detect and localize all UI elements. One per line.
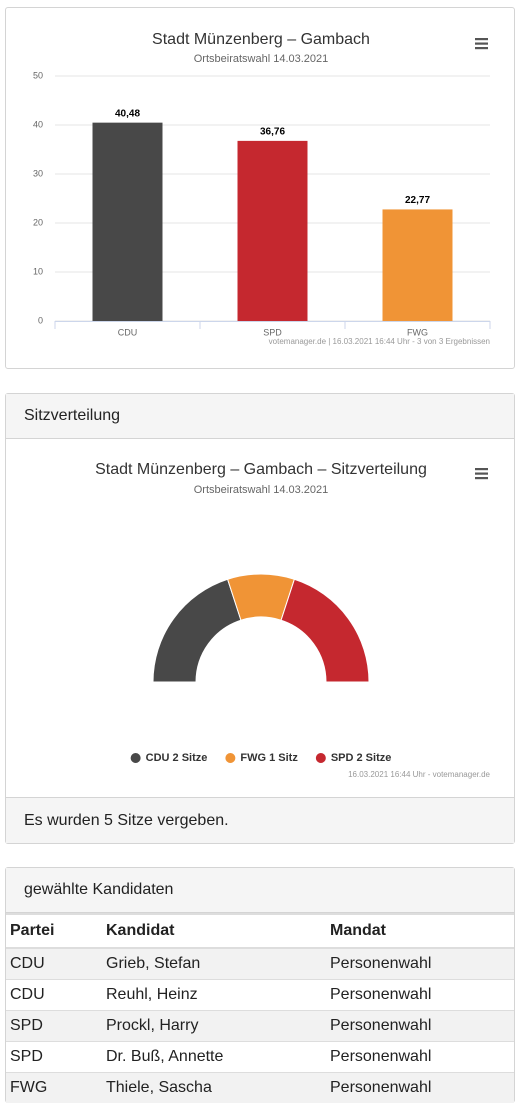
table-cell: Personenwahl [326, 1072, 514, 1103]
table-cell: Personenwahl [326, 979, 514, 1011]
bar [237, 140, 308, 321]
legend-symbol [225, 753, 236, 763]
table-cell: Grieb, Stefan [102, 947, 326, 980]
table-cell: Personenwahl [326, 1041, 514, 1073]
pie-slice [152, 578, 242, 683]
legend-label: SPD 2 Sitze [331, 752, 392, 764]
y-tick-label: 20 [33, 217, 43, 227]
y-tick-label: 0 [38, 315, 43, 325]
table-cell: Personenwahl [326, 1010, 514, 1042]
chart-title: Stadt Münzenberg – Gambach [152, 31, 370, 48]
bar [382, 209, 453, 321]
table-cell: Thiele, Sascha [102, 1072, 326, 1103]
y-tick-label: 50 [33, 70, 43, 80]
chart-subtitle: Ortsbeiratswahl 14.03.2021 [194, 484, 329, 496]
panel-heading: Sitzverteilung [6, 394, 514, 439]
bar [92, 122, 163, 321]
column-header: Kandidat [102, 913, 326, 949]
menu-button[interactable] [475, 38, 488, 50]
legend-label: CDU 2 Sitze [146, 752, 208, 764]
panel-footer: Es wurden 5 Sitze vergeben. [6, 797, 514, 843]
table-cell: CDU [6, 947, 102, 980]
data-label: 22,77 [405, 195, 430, 206]
data-label: 36,76 [260, 127, 285, 138]
table-row: CDU Reuhl, Heinz Personenwahl [6, 979, 514, 1011]
table-row: FWG Thiele, Sascha Personenwahl [6, 1072, 514, 1103]
seat-panel: Sitzverteilung Es wurden 5 Sitze vergebe… [5, 393, 515, 844]
pie-slice [280, 578, 370, 683]
credits: votemanager.de | 16.03.2021 16:44 Uhr - … [269, 337, 490, 346]
x-tick-label: FWG [407, 327, 428, 337]
x-tick-label: SPD [263, 327, 282, 337]
table-cell: Personenwahl [326, 947, 514, 980]
panel-heading: gewählte Kandidaten [6, 868, 514, 913]
table-cell: Dr. Buß, Annette [102, 1041, 326, 1073]
table-cell: Prockl, Harry [102, 1010, 326, 1042]
y-tick-label: 40 [33, 119, 43, 129]
chart-title: Stadt Münzenberg – Gambach – Sitzverteil… [95, 461, 427, 478]
legend-symbol [315, 753, 326, 763]
table-cell: Reuhl, Heinz [102, 979, 326, 1011]
table-cell: FWG [6, 1072, 102, 1103]
table-row: SPD Prockl, Harry Personenwahl [6, 1010, 514, 1042]
column-header: Partei [6, 913, 102, 949]
x-tick-label: CDU [118, 327, 138, 337]
candidates-panel: gewählte Kandidaten Partei Kandidat Mandat… [5, 867, 515, 1103]
menu-button[interactable] [475, 468, 488, 480]
chart-subtitle: Ortsbeiratswahl 14.03.2021 [194, 53, 329, 65]
credits: 16.03.2021 16:44 Uhr - votemanager.de [348, 770, 490, 779]
candidates-table: Partei Kandidat Mandat CDU Grieb, Stefan Per… [6, 913, 514, 1103]
table-cell: SPD [6, 1041, 102, 1073]
table-row: SPD Dr. Buß, Annette Personenwahl [6, 1041, 514, 1073]
legend-label: FWG 1 Sitz [240, 752, 298, 764]
legend: CDU 2 Sitze FWG 1 Sitz SPD 2 Sitze [130, 752, 392, 764]
table-cell: SPD [6, 1010, 102, 1042]
y-tick-label: 30 [33, 168, 43, 178]
table-cell: CDU [6, 979, 102, 1011]
table-header: Partei Kandidat Mandat [6, 913, 514, 949]
y-tick-label: 10 [33, 266, 43, 276]
data-label: 40,48 [115, 108, 140, 119]
legend-symbol [130, 753, 141, 763]
table-row: CDU Grieb, Stefan Personenwahl [6, 947, 514, 980]
column-header: Mandat [326, 913, 514, 949]
